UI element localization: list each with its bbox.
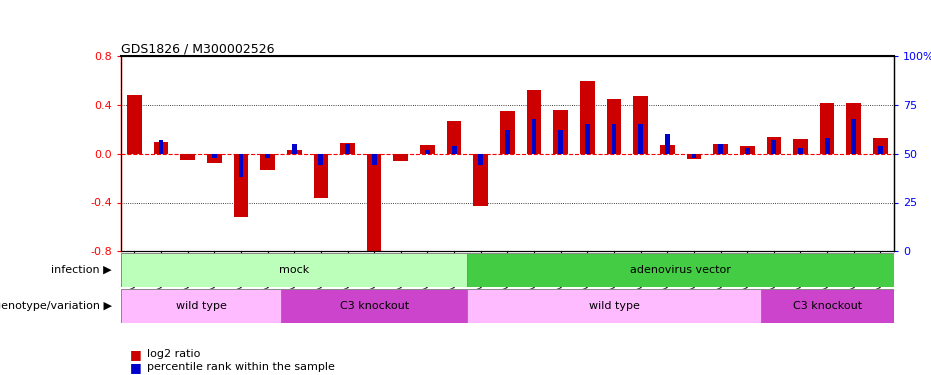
Bar — [291, 144, 297, 154]
Text: genotype/variation ▶: genotype/variation ▶ — [0, 301, 112, 310]
Bar — [238, 154, 243, 177]
Bar — [686, 154, 701, 159]
Bar — [420, 145, 435, 154]
Bar — [878, 146, 883, 154]
Bar — [873, 138, 888, 154]
Bar — [394, 154, 408, 161]
Bar — [234, 154, 249, 217]
Bar — [665, 134, 669, 154]
Bar — [318, 154, 323, 165]
Bar — [340, 143, 355, 154]
Bar — [467, 289, 761, 322]
Bar — [798, 148, 803, 154]
Bar — [553, 110, 568, 154]
Bar — [181, 154, 195, 160]
Text: wild type: wild type — [176, 301, 226, 310]
Bar — [281, 289, 467, 322]
Bar — [127, 95, 142, 154]
Bar — [793, 139, 808, 154]
Bar — [158, 140, 164, 154]
Bar — [633, 96, 648, 154]
Bar — [425, 150, 430, 154]
Bar — [772, 140, 776, 154]
Text: GDS1826 / M300002526: GDS1826 / M300002526 — [121, 42, 275, 55]
Bar — [287, 150, 302, 154]
Bar — [612, 124, 616, 154]
Bar — [314, 154, 329, 198]
Bar — [500, 111, 515, 154]
Bar — [745, 148, 749, 154]
Text: percentile rank within the sample: percentile rank within the sample — [147, 363, 335, 372]
Bar — [479, 154, 483, 165]
Bar — [820, 102, 834, 154]
Bar — [761, 289, 894, 322]
Bar — [467, 253, 894, 287]
Text: adenovirus vector: adenovirus vector — [630, 265, 731, 275]
Text: C3 knockout: C3 knockout — [792, 301, 862, 310]
Bar — [265, 154, 270, 158]
Text: log2 ratio: log2 ratio — [147, 350, 200, 359]
Bar — [505, 130, 510, 154]
Bar — [345, 144, 350, 154]
Bar — [532, 118, 536, 154]
Bar — [580, 81, 595, 154]
Bar — [740, 146, 754, 154]
Bar — [660, 145, 675, 154]
Text: ■: ■ — [130, 361, 142, 374]
Bar — [121, 289, 281, 322]
Text: mock: mock — [279, 265, 309, 275]
Bar — [585, 124, 589, 154]
Text: C3 knockout: C3 knockout — [340, 301, 409, 310]
Text: infection ▶: infection ▶ — [51, 265, 112, 275]
Text: wild type: wild type — [588, 301, 640, 310]
Bar — [639, 124, 643, 154]
Bar — [846, 102, 861, 154]
Bar — [207, 154, 222, 164]
Bar — [713, 144, 728, 154]
Text: ■: ■ — [130, 348, 142, 361]
Bar — [371, 154, 376, 165]
Bar — [212, 154, 217, 158]
Bar — [527, 90, 541, 154]
Bar — [607, 99, 621, 154]
Bar — [718, 144, 723, 154]
Bar — [261, 154, 275, 170]
Bar — [452, 146, 456, 154]
Bar — [692, 154, 696, 158]
Bar — [121, 253, 467, 287]
Bar — [825, 138, 830, 154]
Bar — [851, 118, 857, 154]
Bar — [154, 141, 169, 154]
Bar — [559, 130, 563, 154]
Bar — [367, 154, 382, 254]
Bar — [766, 136, 781, 154]
Bar — [447, 121, 462, 154]
Bar — [474, 154, 488, 206]
